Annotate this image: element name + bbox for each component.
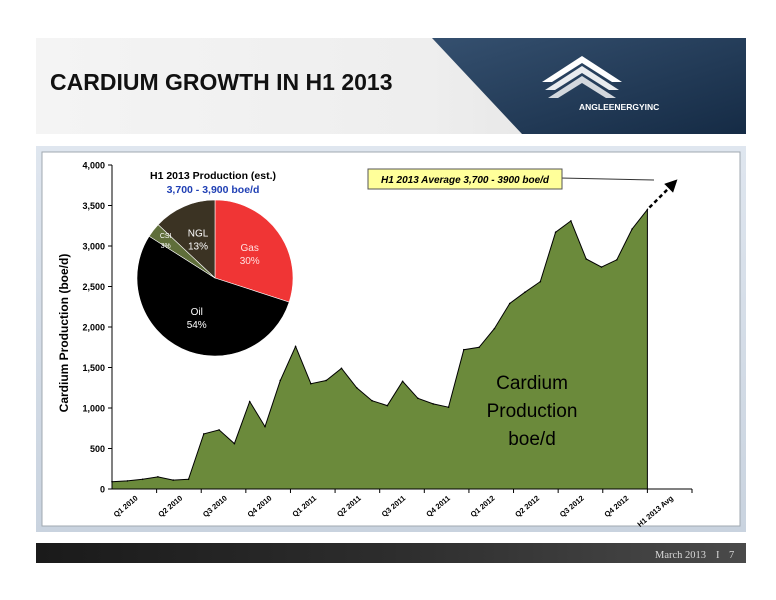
pie-slice-label: Oil [191,307,203,318]
area-data-point [493,327,496,330]
y-tick-label: 500 [90,444,105,454]
y-tick-label: 1,500 [82,363,105,373]
area-data-point [463,348,465,351]
footer: March 2013 I 7 [36,543,746,563]
area-label-line3: boe/d [508,429,556,450]
area-data-point [187,478,190,481]
pie-slice-label: Gas [241,243,259,254]
pie-slice-ngl [157,199,216,279]
pie-slice-oil [136,235,290,357]
area-data-point [233,442,236,445]
area-data-point [600,266,603,268]
area-data-point [172,479,174,481]
area-data-point [631,228,633,230]
area-data-point [447,406,450,408]
average-callout: H1 2013 Average 3,700 - 3900 boe/d [367,168,655,190]
area-data-point [218,429,220,431]
pie-slice-percent: 30% [240,256,260,267]
area-data-point [432,403,435,405]
y-tick-label: 2,500 [82,282,105,292]
pie-slice-label: NGL [188,229,209,240]
y-tick-label: 2,000 [82,323,105,333]
area-data-point [371,399,373,402]
y-axis-label: Cardium Production (boe/d) [57,254,71,413]
pie-title: H1 2013 Production (est.) [150,170,276,182]
area-data-point [646,208,649,211]
y-tick-label: 0 [100,485,105,495]
footer-date: March 2013 [655,550,706,561]
callout-text: H1 2013 Average 3,700 - 3900 boe/d [381,175,550,186]
callout-box [367,168,563,190]
pie-inset: H1 2013 Production (est.) 3,700 - 3,900 … [136,170,294,357]
area-data-point [417,397,419,400]
area-data-point [340,367,343,370]
area-data-point [157,476,159,478]
area-data-point [401,380,404,383]
header: CARDIUM GROWTH IN H1 2013 ANGLEENERGYINC [36,38,746,134]
area-data-point [294,345,297,348]
y-tick-label: 4,000 [82,161,105,171]
area-data-point [202,433,205,435]
pie-slice-percent: 54% [187,320,207,331]
pie-subtitle: 3,700 - 3,900 boe/d [167,184,260,196]
footer-bar [36,543,746,563]
area-data-point [310,382,312,385]
area-data-point [355,386,358,389]
pie-slice-percent: 3% [161,243,171,250]
pie-labels: Gas 30% Oil 54% CSI 3% NGL 13% [160,229,260,331]
area-data-points [111,208,649,483]
area-data-point [279,379,282,382]
area-label-line1: Cardium [496,373,568,394]
projection-arrow [648,179,678,209]
area-data-point [478,346,480,349]
area-data-point [325,379,327,382]
angle-energy-logo-icon [542,56,622,98]
area-data-point [111,480,113,483]
area-data-point [126,480,129,482]
y-tick-label: 3,500 [82,201,105,211]
pie-slice-gas [214,199,294,303]
area-label-line2: Production [487,401,578,422]
y-tick-label: 3,000 [82,242,105,252]
logo-text: ANGLEENERGYINC [579,102,659,112]
area-data-point [539,280,542,283]
area-data-point [141,478,144,481]
area-data-point [248,400,251,403]
footer-separator: I [716,550,720,561]
area-data-point [615,258,618,261]
y-tick-label: 1,000 [82,404,105,414]
pie-slices [136,199,294,357]
page-number: 7 [729,550,734,561]
area-data-point [524,291,526,293]
area-data-point [508,302,511,305]
area-data-point [570,220,572,222]
pie-slice-percent: 13% [188,242,208,253]
area-data-point [554,231,557,234]
area-data-point [264,425,266,428]
y-ticks: 0 500 1,000 1,500 2,000 2,500 3,000 3,500 4,000 [82,161,112,495]
pie-slice-label: CSI [160,233,172,240]
page-title: CARDIUM GROWTH IN H1 2013 [50,69,392,95]
area-data-point [585,258,587,260]
area-data-point [386,404,389,407]
